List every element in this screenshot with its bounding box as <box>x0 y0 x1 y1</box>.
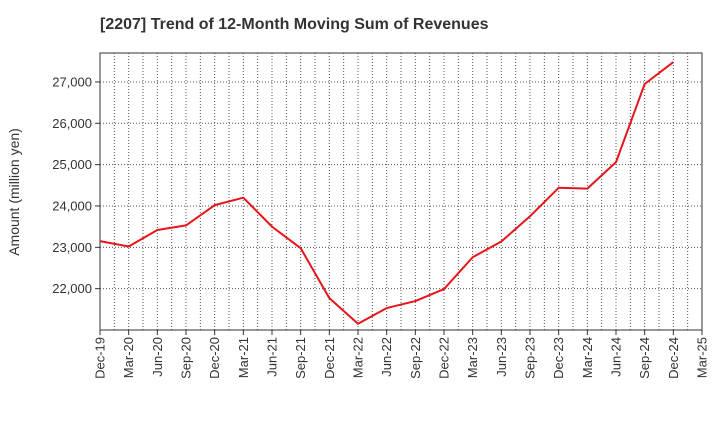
chart-title: [2207] Trend of 12-Month Moving Sum of R… <box>100 16 489 33</box>
y-axis-ticks: 22,000 23,000 24,000 25,000 26,000 27,000 <box>52 74 100 296</box>
x-tick-label: Mar-24 <box>580 337 595 378</box>
series-line <box>99 61 674 325</box>
x-tick-label: Sep-21 <box>293 337 308 379</box>
gridlines <box>100 53 702 330</box>
x-tick-label: Mar-22 <box>351 337 366 378</box>
x-tick-label: Jun-20 <box>150 337 165 377</box>
x-tick-label: Jun-21 <box>265 337 280 377</box>
y-tick-label: 26,000 <box>52 116 92 131</box>
x-tick-label: Sep-24 <box>637 337 652 379</box>
x-tick-label: Dec-19 <box>93 337 108 379</box>
x-tick-label: Sep-22 <box>408 337 423 379</box>
x-tick-label: Sep-20 <box>179 337 194 379</box>
plot-area <box>99 52 703 331</box>
x-tick-label: Mar-25 <box>695 337 710 378</box>
x-axis-ticks: Dec-19 Mar-20 Jun-20 Sep-20 Dec-20 Mar-21 Jun-… <box>93 330 710 379</box>
x-tick-label: Mar-23 <box>465 337 480 378</box>
x-tick-label: Dec-23 <box>551 337 566 379</box>
y-tick-label: 25,000 <box>52 157 92 172</box>
y-axis-title: Amount (million yen) <box>6 128 22 256</box>
series-layer <box>99 61 674 325</box>
x-tick-label: Jun-24 <box>609 337 624 377</box>
x-tick-label: Mar-20 <box>121 337 136 378</box>
x-tick-label: Sep-23 <box>523 337 538 379</box>
y-tick-label: 24,000 <box>52 198 92 213</box>
x-tick-label: Dec-21 <box>322 337 337 379</box>
x-tick-label: Jun-22 <box>379 337 394 377</box>
x-tick-label: Dec-24 <box>666 337 681 379</box>
y-tick-label: 22,000 <box>52 281 92 296</box>
x-tick-label: Dec-20 <box>207 337 222 379</box>
y-tick-label: 23,000 <box>52 240 92 255</box>
x-tick-label: Mar-21 <box>236 337 251 378</box>
x-tick-label: Jun-23 <box>494 337 509 377</box>
y-tick-label: 27,000 <box>52 74 92 89</box>
x-tick-label: Dec-22 <box>437 337 452 379</box>
